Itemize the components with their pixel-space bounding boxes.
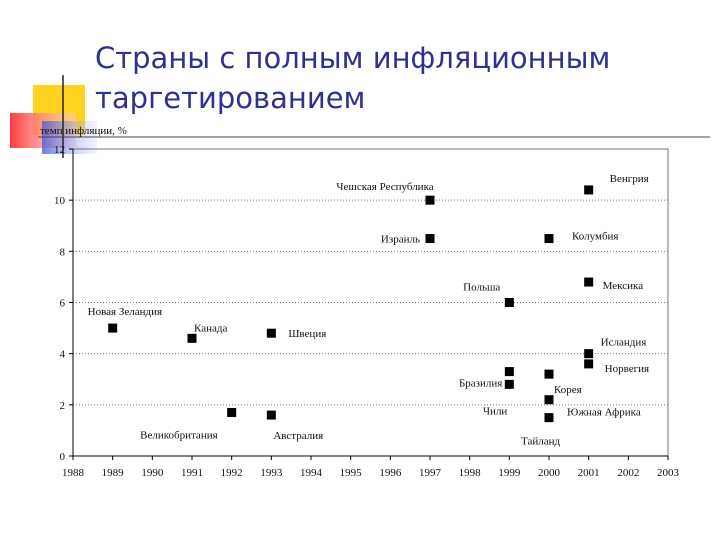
x-tick-label: 1997 (419, 467, 442, 479)
point (544, 395, 554, 405)
y-tick-label: 12 (54, 144, 65, 156)
point (584, 185, 594, 195)
x-tick-label: 1996 (379, 467, 402, 479)
title-box: Страны с полным инфляционным таргетирова… (95, 41, 611, 115)
point-label: Норвегия (605, 363, 649, 375)
point (108, 323, 118, 333)
point (504, 379, 514, 389)
point-label: Великобритания (140, 430, 218, 442)
point-label: Польша (463, 282, 500, 294)
point (584, 349, 594, 359)
y-axis-label: темп инфляции, % (40, 125, 127, 137)
point (266, 328, 276, 338)
point (425, 195, 435, 205)
y-tick-label: 8 (60, 246, 66, 258)
x-tick-label: 1988 (62, 467, 85, 479)
x-tick-label: 2001 (578, 467, 600, 479)
point-label: Корея (554, 384, 582, 396)
point (544, 413, 554, 423)
x-tick-label: 2003 (657, 467, 680, 479)
point (544, 234, 554, 244)
y-tick-label: 10 (54, 195, 66, 207)
point (227, 408, 237, 418)
point (187, 333, 197, 343)
point-label: Венгрия (610, 173, 649, 185)
chart-title: Страны с полным инфляционным таргетирова… (95, 41, 611, 115)
point-label: Бразилия (459, 378, 502, 390)
point (544, 369, 554, 379)
y-tick-label: 4 (60, 349, 66, 361)
point (504, 298, 514, 307)
point-label: Южная Африка (567, 407, 641, 419)
point-label: Мексика (603, 280, 644, 292)
point (266, 410, 276, 420)
x-tick-label: 1994 (300, 467, 323, 479)
point-label: Чили (483, 405, 508, 417)
point-label: Канада (194, 322, 227, 334)
point (425, 234, 435, 244)
point (584, 277, 594, 287)
x-tick-label: 1998 (459, 467, 482, 479)
point (584, 359, 594, 369)
x-tick-label: 2000 (538, 467, 561, 479)
x-tick-label: 2002 (617, 467, 639, 479)
x-tick-label: 1990 (141, 467, 164, 479)
point-label: Тайланд (521, 436, 560, 448)
y-tick-label: 0 (60, 451, 66, 463)
x-tick-label: 1992 (221, 467, 243, 479)
x-tick-label: 1995 (340, 467, 363, 479)
x-tick-label: 1993 (260, 467, 283, 479)
x-tick-label: 1989 (102, 467, 125, 479)
x-tick-label: 1991 (181, 467, 203, 479)
point-label: Швеция (288, 328, 326, 340)
point-label: Колумбия (572, 231, 619, 243)
point-label: Чешская Республика (336, 181, 433, 193)
point-label: Исландия (601, 337, 647, 349)
y-tick-label: 2 (60, 400, 66, 412)
point-label: Австралия (273, 430, 323, 442)
y-tick-label: 6 (60, 298, 66, 310)
point (504, 367, 514, 377)
point-label: Новая Зеландия (88, 306, 162, 318)
point-label: Израиль (381, 234, 420, 246)
x-tick-label: 1999 (498, 467, 521, 479)
